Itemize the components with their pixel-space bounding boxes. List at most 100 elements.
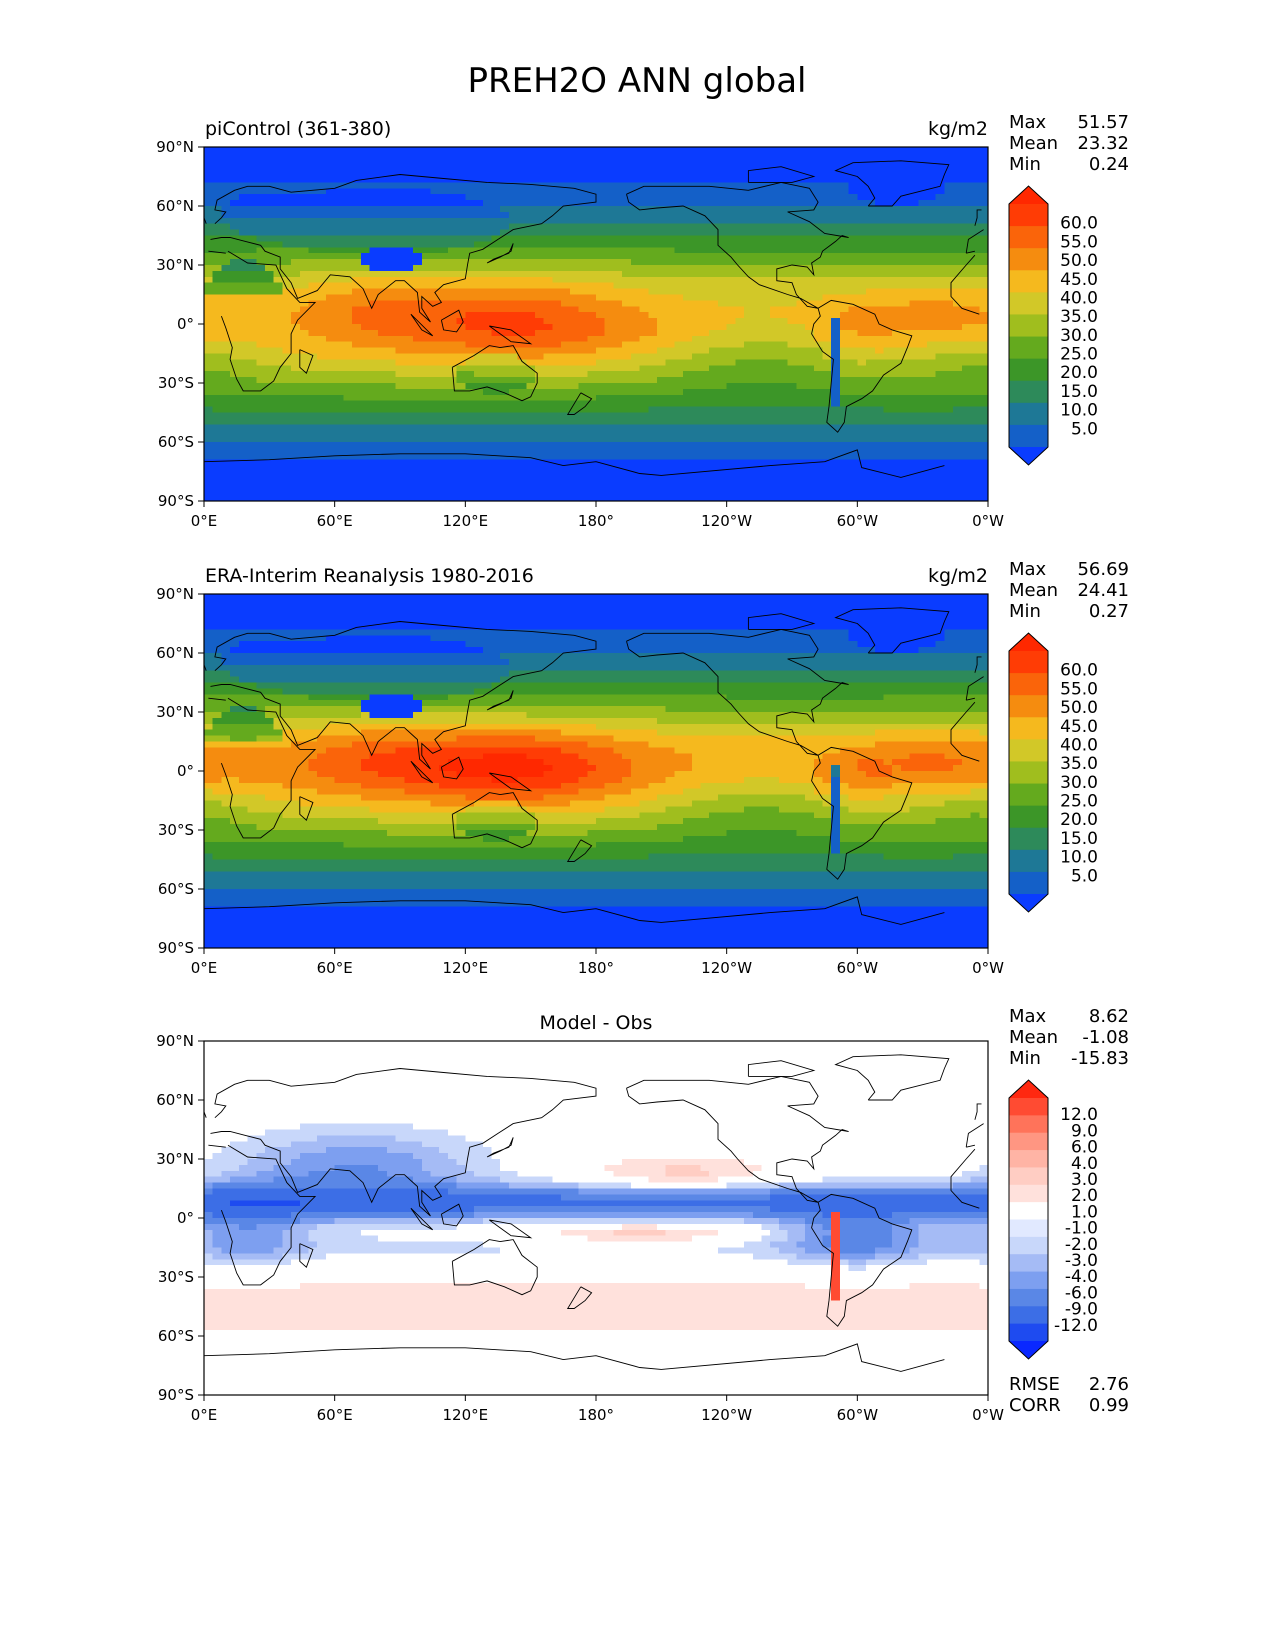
field-cell xyxy=(491,235,989,242)
field-cell xyxy=(831,788,841,796)
field-cell xyxy=(204,1235,214,1243)
field-cell xyxy=(500,1159,623,1166)
field-cell xyxy=(892,1235,919,1243)
field-cell xyxy=(212,1188,449,1195)
field-cell xyxy=(204,1170,223,1178)
colorbar-tick-label: -9.0 xyxy=(1065,1300,1098,1320)
y-tick-label: 90°S xyxy=(158,939,194,957)
field-cell xyxy=(839,383,989,390)
field-cell xyxy=(839,1265,850,1272)
field-cell xyxy=(369,247,414,254)
field-cell xyxy=(953,1182,989,1190)
field-cell xyxy=(204,1288,832,1296)
field-cell xyxy=(439,765,554,772)
field-cell xyxy=(561,1194,771,1201)
field-cell xyxy=(212,1212,292,1219)
coastline xyxy=(626,181,849,309)
field-cell xyxy=(204,936,989,943)
field-cell xyxy=(656,794,719,802)
field-cell xyxy=(517,776,580,784)
field-cell xyxy=(204,653,223,660)
field-cell xyxy=(247,1135,318,1142)
field-cell xyxy=(204,859,989,866)
field-cell xyxy=(639,306,745,313)
field-obs xyxy=(204,594,989,949)
field-cell xyxy=(526,383,580,390)
colorbar-segment xyxy=(1009,226,1048,249)
field-cell xyxy=(204,1176,231,1184)
colorbar: 60.055.050.045.040.035.030.025.020.015.0… xyxy=(1008,185,1098,466)
field-cell xyxy=(204,1194,562,1201)
field-cell xyxy=(456,818,536,825)
field-cell xyxy=(874,647,919,654)
colorbar-tick-label: 60.0 xyxy=(1060,661,1098,681)
field-cell xyxy=(204,158,989,166)
field-cell xyxy=(656,1223,763,1231)
field-cell xyxy=(204,353,231,360)
y-tick-label: 30°N xyxy=(156,703,194,721)
stat-value: 24.41 xyxy=(1077,580,1129,601)
colorbar-tick-label: 3.0 xyxy=(1071,1170,1098,1190)
field-cell xyxy=(805,324,832,331)
field-cell xyxy=(230,670,510,678)
field-cell xyxy=(204,906,989,914)
field-cell xyxy=(291,1159,423,1166)
field-cell xyxy=(299,800,432,807)
field-cell xyxy=(526,712,989,719)
stat-label: Min xyxy=(1009,601,1041,622)
field-cell xyxy=(421,706,667,713)
field-cell xyxy=(456,824,536,831)
field-cell xyxy=(204,1271,832,1278)
field-cell xyxy=(204,182,850,189)
field-cell xyxy=(256,1153,301,1160)
field-cell xyxy=(883,347,989,355)
field-cell xyxy=(204,824,257,831)
field-cell xyxy=(204,942,989,949)
field-cell xyxy=(979,1164,989,1172)
field-cell xyxy=(238,641,466,648)
coastline xyxy=(451,1239,538,1296)
colorbar-tick-label: -12.0 xyxy=(1054,1316,1098,1336)
field-cell xyxy=(212,788,318,796)
field-cell xyxy=(325,335,414,343)
field-cell xyxy=(648,288,867,296)
field-cell xyxy=(482,835,510,843)
field-cell xyxy=(204,447,989,455)
field-cell xyxy=(630,788,684,796)
colorbar-segment xyxy=(1009,1306,1048,1325)
field-cell xyxy=(474,800,519,807)
x-tick-label: 120°E xyxy=(443,512,489,530)
coastline xyxy=(451,792,538,849)
field-cell xyxy=(204,688,283,695)
field-cell xyxy=(308,1229,362,1237)
field-cell xyxy=(299,306,353,313)
field-cell xyxy=(831,1235,841,1243)
field-cell xyxy=(839,847,989,855)
field-cell xyxy=(430,188,850,195)
field-cell xyxy=(212,276,275,284)
field-cell xyxy=(656,729,876,737)
field-cell xyxy=(204,312,292,319)
field-cell xyxy=(204,465,989,473)
field-cell xyxy=(622,1223,658,1231)
field-cell xyxy=(204,1206,475,1213)
field-cell xyxy=(456,318,545,325)
field-cell xyxy=(282,347,397,355)
coastline xyxy=(410,313,434,337)
field-cell xyxy=(404,788,580,796)
field-cell xyxy=(369,265,414,272)
field-cell xyxy=(317,788,405,796)
field-cell xyxy=(204,682,257,689)
field-cell xyxy=(204,889,989,896)
field-cell xyxy=(717,1229,771,1237)
field-cell xyxy=(839,371,937,378)
stat-label: Min xyxy=(1009,1048,1041,1069)
field-cell xyxy=(857,194,937,201)
field-cell xyxy=(221,211,510,219)
field-cell xyxy=(805,1282,832,1290)
field-cell xyxy=(352,312,466,319)
field-cell xyxy=(622,270,989,278)
y-tick-label: 30°S xyxy=(158,1268,194,1286)
field-cell xyxy=(482,647,876,654)
field-cell xyxy=(630,259,989,266)
